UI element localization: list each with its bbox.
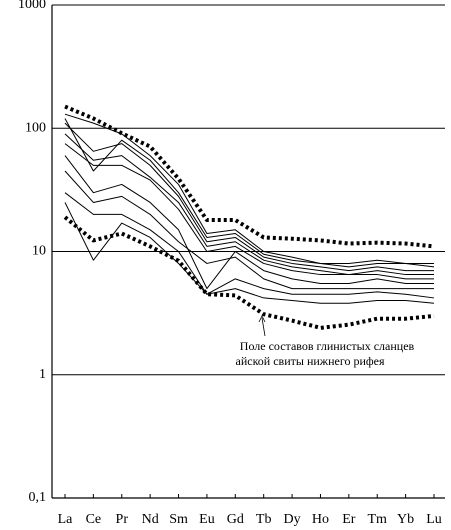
series-line — [64, 170, 434, 290]
y-tick-label: 0,1 — [29, 490, 47, 505]
x-tick-label: Tm — [368, 512, 388, 527]
series-line — [64, 122, 434, 272]
x-tick-label: La — [58, 512, 74, 527]
x-tick-label: Dy — [284, 512, 301, 527]
annotation: айской свиты нижнего рифея — [236, 354, 385, 368]
x-tick-label: Tb — [256, 512, 272, 527]
x-tick-label: Gd — [227, 512, 244, 527]
series-line — [64, 104, 435, 249]
y-tick-label: 1000 — [18, 0, 46, 12]
series-line — [64, 202, 435, 304]
y-tick-label: 1 — [39, 367, 46, 382]
y-tick-label: 100 — [25, 120, 46, 135]
x-tick-label: Yb — [397, 512, 414, 527]
series-line — [64, 133, 434, 276]
arrow-head — [258, 315, 266, 323]
x-tick-label: Eu — [199, 512, 215, 527]
x-tick-label: Er — [342, 512, 356, 527]
series-line — [64, 192, 435, 299]
series-line — [64, 143, 434, 280]
series-line — [64, 155, 434, 290]
x-tick-label: Lu — [426, 512, 442, 527]
y-tick-label: 10 — [32, 244, 46, 259]
x-tick-label: Nd — [142, 512, 159, 527]
x-tick-label: Pr — [116, 512, 129, 527]
series-line — [63, 215, 435, 330]
annotation: Поле составов глинистых сланцев — [240, 339, 415, 353]
x-tick-label: Ho — [312, 512, 329, 527]
series-line — [64, 113, 434, 264]
x-tick-label: Ce — [86, 512, 102, 527]
arrow — [261, 317, 266, 337]
series-line — [64, 118, 435, 268]
x-tick-label: Sm — [169, 512, 188, 527]
